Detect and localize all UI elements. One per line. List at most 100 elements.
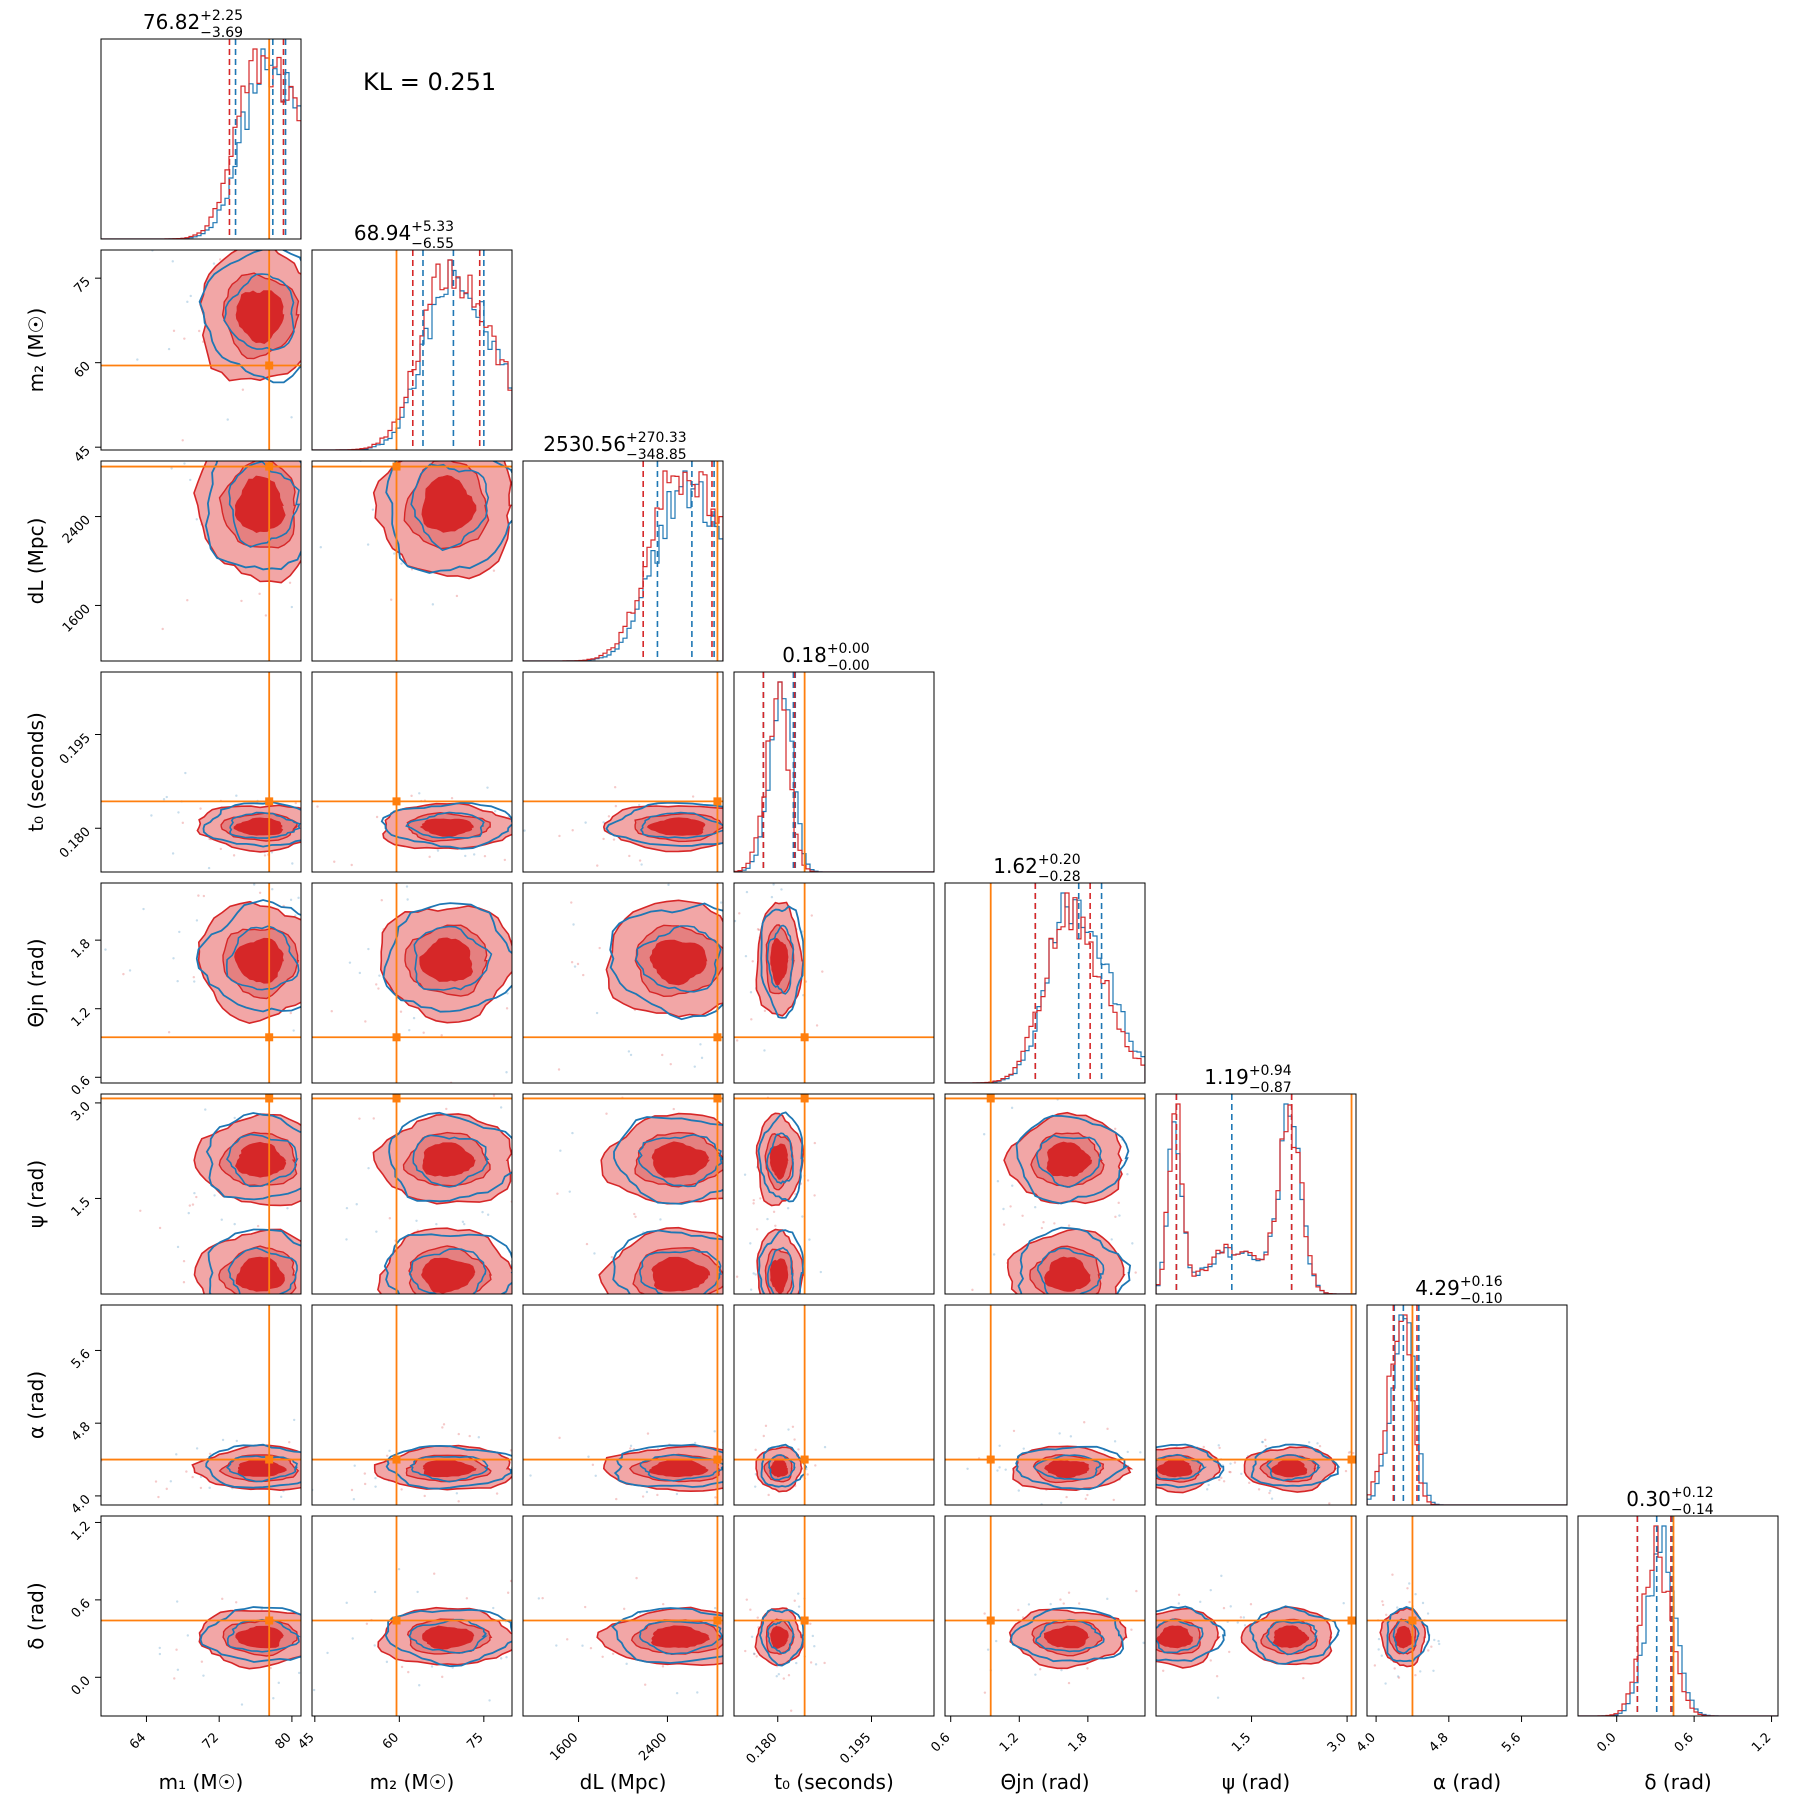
sample-point (380, 899, 383, 902)
sample-point (290, 416, 293, 419)
sample-point (1139, 1451, 1142, 1454)
sample-point (541, 517, 543, 519)
sample-point (1408, 1582, 1411, 1585)
contour-outer-series-b (760, 905, 805, 1019)
sample-point (221, 1597, 224, 1601)
density-area (101, 1305, 301, 1505)
x-tick-label-theta: 0.6 (928, 1730, 953, 1755)
sample-point (326, 825, 328, 827)
panel-frame (522, 1515, 724, 1717)
sample-point (611, 1652, 615, 1655)
density-area (734, 883, 934, 1083)
sample-point (195, 1195, 198, 1199)
sample-point (686, 1384, 688, 1386)
sample-point (558, 834, 561, 838)
title-minus: −348.85 (626, 447, 687, 463)
y-tick-label-theta: 1.2 (69, 1005, 94, 1030)
sample-point (183, 462, 186, 465)
scatter-panel-theta-vs-t0 (733, 882, 935, 1084)
sample-point (770, 846, 772, 848)
sample-point (730, 1469, 732, 1471)
sample-point (529, 1634, 531, 1636)
y-tick-label-t0: 0.180 (57, 824, 94, 861)
sample-point (329, 501, 331, 503)
sample-point (1161, 1434, 1163, 1436)
title-plus: +2.25 (200, 8, 243, 24)
sample-point (1359, 1643, 1361, 1645)
sample-point (461, 1220, 465, 1224)
sample-point (1118, 1214, 1121, 1217)
sample-point (1236, 1621, 1239, 1624)
sample-point (982, 1133, 986, 1136)
contour-inner-series-a (234, 475, 286, 534)
sample-point (1069, 1435, 1073, 1438)
sample-point (1432, 1669, 1435, 1672)
sample-point (1033, 1205, 1037, 1209)
sample-point (729, 1488, 731, 1490)
x-axis-label-psi: ψ (rad) (1222, 1770, 1290, 1794)
sample-point (752, 1202, 755, 1205)
sample-point (445, 429, 447, 431)
sample-point (708, 1341, 710, 1343)
sample-point (775, 1675, 778, 1678)
scatter-panel-alpha-vs-t0 (733, 1304, 935, 1506)
sample-point (520, 880, 522, 882)
sample-point (245, 433, 247, 435)
sample-point (1381, 1600, 1384, 1603)
sample-point (68, 786, 70, 788)
sample-point (320, 1656, 322, 1658)
histogram-series-b (1578, 1525, 1778, 1716)
sample-point (343, 296, 345, 298)
panel-frame (1577, 1515, 1779, 1717)
truth-marker (265, 1616, 274, 1625)
sample-point (728, 1179, 730, 1181)
sample-point (301, 914, 303, 916)
sample-point (566, 1638, 569, 1641)
contour-outer-series-b (612, 1229, 723, 1294)
contour-outer-series-b (205, 1112, 301, 1201)
panel-frame (944, 1093, 1146, 1295)
x-tick-label-alpha: 4.8 (1426, 1730, 1451, 1755)
sample-point (216, 434, 218, 436)
title-median: 0.18 (782, 643, 827, 667)
sample-point (425, 380, 427, 382)
sample-point (366, 543, 370, 546)
sample-point (235, 794, 238, 797)
sample-point (317, 395, 319, 397)
sample-point (329, 455, 331, 457)
sample-point (535, 1443, 537, 1445)
sample-point (313, 591, 315, 593)
sample-point (749, 1242, 752, 1245)
sample-point (520, 1668, 522, 1670)
sample-point (739, 1648, 741, 1650)
sample-point (378, 1623, 380, 1625)
scatter-panel-theta-vs-m2 (311, 882, 513, 1084)
sample-point (1021, 1214, 1024, 1218)
sample-point (517, 1478, 519, 1480)
sample-point (1086, 1667, 1089, 1670)
histogram-area (1156, 1094, 1356, 1294)
sample-point (191, 1475, 194, 1479)
contour-inner-series-a (769, 1459, 789, 1478)
sample-point (582, 973, 585, 977)
sample-point (780, 888, 783, 891)
sample-point (745, 1133, 747, 1135)
scatter-panel-delta-vs-m2 (311, 1515, 531, 1717)
sample-point (815, 1024, 819, 1027)
sample-point (998, 1444, 1001, 1447)
sample-point (287, 1311, 289, 1313)
histogram-series-b (1367, 1314, 1567, 1505)
contour-inner-series-a (419, 937, 474, 982)
contour-outer-series-b (380, 801, 512, 850)
density-area (68, 672, 328, 872)
sample-point (1396, 1675, 1400, 1678)
sample-point (350, 1488, 354, 1492)
sample-point (615, 1353, 617, 1355)
sample-point (806, 1179, 810, 1182)
sample-point (373, 967, 375, 969)
panel-frame (733, 1093, 935, 1295)
sample-point (743, 1656, 745, 1658)
scatter-panel-psi-vs-m1 (100, 1093, 302, 1313)
contour-outer-series-b (613, 1116, 723, 1205)
contour-outer-series-b (1249, 1605, 1340, 1665)
